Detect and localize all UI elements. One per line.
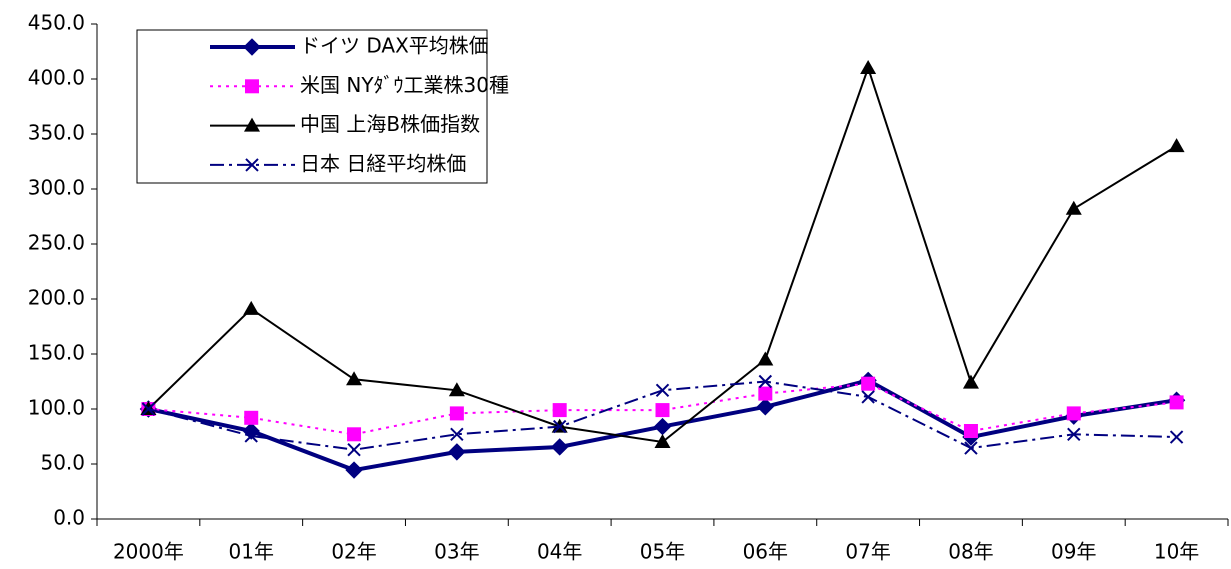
x-tick-label: 08年 <box>948 540 993 564</box>
marker <box>141 402 156 416</box>
marker <box>450 427 464 442</box>
marker <box>448 382 465 397</box>
marker <box>758 386 773 401</box>
y-tick-label: 300.0 <box>28 176 85 200</box>
legend-marker <box>243 38 261 56</box>
y-tick-label: 150.0 <box>28 341 85 365</box>
legend-label: ドイツ DAX平均株価 <box>300 34 489 58</box>
marker <box>861 390 875 404</box>
marker <box>1067 427 1081 442</box>
legend-label: 米国 NYﾀﾞｳ工業株30種 <box>300 73 509 97</box>
x-tick-label: 05年 <box>640 540 685 564</box>
marker <box>552 403 567 418</box>
marker <box>346 371 363 386</box>
x-tick-label: 02年 <box>331 540 376 564</box>
marker <box>1065 200 1082 215</box>
marker <box>244 429 258 443</box>
x-tick-label: 01年 <box>229 540 274 564</box>
marker <box>449 406 464 421</box>
legend-marker <box>245 158 259 172</box>
x-tick-label: 03年 <box>434 540 479 564</box>
series-line <box>148 382 1177 436</box>
marker <box>963 424 978 438</box>
x-tick-label: 10年 <box>1154 540 1199 564</box>
marker <box>655 403 670 418</box>
marker <box>347 427 362 442</box>
marker <box>243 300 260 315</box>
legend-marker <box>244 117 260 132</box>
x-tick-label: 06年 <box>743 540 788 564</box>
marker <box>347 442 361 457</box>
marker <box>655 383 670 398</box>
marker <box>244 410 259 425</box>
marker <box>552 419 567 434</box>
marker <box>756 398 775 416</box>
marker <box>758 374 773 389</box>
legend-label: 日本 日経平均株価 <box>300 151 466 175</box>
legend-marker <box>245 79 259 94</box>
marker <box>654 434 671 448</box>
y-tick-label: 200.0 <box>28 286 85 310</box>
y-tick-label: 100.0 <box>28 396 85 420</box>
y-tick-label: 50.0 <box>40 451 85 475</box>
marker <box>757 351 774 366</box>
marker <box>345 461 363 479</box>
marker <box>964 441 978 455</box>
marker <box>861 376 876 391</box>
marker <box>1066 406 1081 421</box>
y-tick-label: 250.0 <box>28 231 85 255</box>
x-tick-label: 09年 <box>1051 540 1096 564</box>
legend-label: 中国 上海B株価指数 <box>300 112 480 136</box>
marker <box>1169 430 1184 444</box>
x-tick-label: 07年 <box>845 540 890 564</box>
marker <box>550 438 569 456</box>
x-tick-label: 04年 <box>537 540 582 564</box>
marker <box>962 374 979 389</box>
marker <box>1168 138 1185 153</box>
y-tick-label: 450.0 <box>28 11 85 35</box>
marker <box>1169 395 1184 410</box>
legend-box <box>136 29 488 184</box>
y-tick-label: 0.0 <box>53 506 85 530</box>
y-tick-label: 400.0 <box>28 66 85 90</box>
marker <box>448 443 466 461</box>
x-tick-label: 2000年 <box>113 540 184 564</box>
marker <box>653 417 672 436</box>
y-tick-label: 350.0 <box>28 121 85 145</box>
marker <box>860 60 877 74</box>
